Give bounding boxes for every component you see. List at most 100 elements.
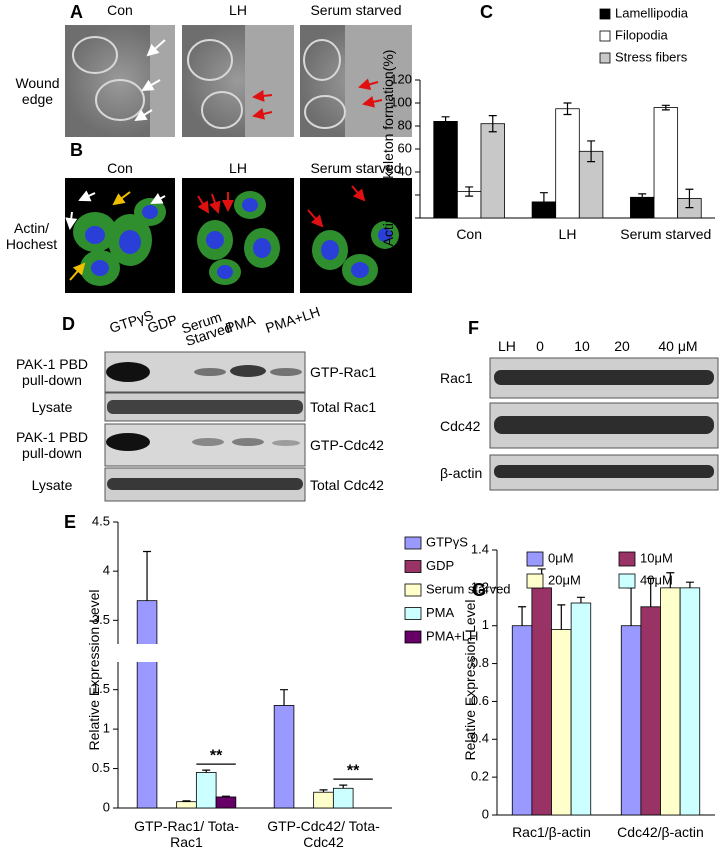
- bar: [433, 121, 458, 219]
- row-label-left: PAK-1 PBD pull-down: [15, 429, 89, 461]
- column-title: Con: [107, 160, 133, 176]
- blot-f: [489, 357, 719, 491]
- panel-label: A: [70, 2, 83, 22]
- column-title: Con: [107, 2, 133, 18]
- axis-break: [112, 644, 392, 662]
- lane-label: 10: [574, 338, 590, 354]
- legend-label: PMA+LH: [426, 628, 478, 643]
- x-tick-label: Rac1/β-actin: [512, 824, 591, 840]
- error-bar: [319, 789, 328, 793]
- legend-label: Serum starved: [426, 581, 511, 596]
- legend-swatch: [599, 52, 611, 64]
- bar: [136, 600, 158, 809]
- bar: [620, 625, 642, 816]
- legend-swatch: [599, 30, 611, 42]
- y-tick-label: 20: [398, 186, 412, 201]
- column-title: LH: [229, 160, 247, 176]
- error-bar: [557, 604, 566, 630]
- y-tick-label: 1: [482, 617, 489, 632]
- error-bar: [539, 192, 548, 212]
- row-label: Rac1: [440, 370, 473, 386]
- y-tick-label: 40: [398, 163, 412, 178]
- y-axis-label: Relative Expression Level: [86, 589, 102, 751]
- y-tick-label: 120: [390, 71, 412, 86]
- y-tick-label: 0.6: [471, 693, 489, 708]
- legend-label: 10μM: [640, 550, 673, 565]
- lane-label: 40 μM: [658, 338, 698, 354]
- y-tick-label: 1.2: [471, 579, 489, 594]
- error-bar: [685, 581, 694, 588]
- legend-label: GDP: [426, 558, 454, 573]
- column-title: Serum starved: [310, 160, 402, 176]
- x-tick-label: Cdc42/β-actin: [617, 824, 704, 840]
- legend-swatch: [618, 573, 636, 589]
- y-axis-label: Relative Expression Level: [462, 599, 478, 761]
- legend-label: 40μM: [640, 572, 673, 587]
- bar: [195, 772, 217, 809]
- legend-label: Stress fibers: [615, 49, 688, 64]
- legend-swatch: [526, 573, 544, 589]
- row-label: Actin/ Hochest: [5, 220, 58, 252]
- y-tick-label: 0.8: [471, 655, 489, 670]
- bar: [313, 791, 334, 809]
- x-tick-label: GTP-Cdc42/ Tota-Cdc42: [267, 818, 380, 850]
- error-bar: [339, 784, 348, 789]
- panel-label: D: [62, 314, 75, 334]
- error-bar: [661, 104, 670, 111]
- y-tick-label: 0: [103, 799, 110, 814]
- error-bar: [587, 140, 596, 163]
- legend-label: 20μM: [548, 572, 581, 587]
- error-bar: [576, 596, 585, 603]
- error-bar: [202, 769, 211, 773]
- x-tick-label: GTP-Rac1/ Tota-Rac1: [134, 818, 239, 850]
- bar: [332, 787, 354, 809]
- row-label: Cdc42: [440, 417, 481, 434]
- bar: [640, 606, 661, 816]
- micrographs-b: [65, 178, 412, 293]
- bar: [653, 107, 679, 219]
- error-bar: [143, 550, 152, 601]
- error-bar: [666, 572, 675, 588]
- y-tick-label: 80: [398, 117, 412, 132]
- legend-swatch: [404, 607, 422, 620]
- x-tick-label: LH: [558, 226, 577, 242]
- annotation: **: [347, 762, 360, 779]
- row-label: Wound edge: [15, 75, 60, 107]
- y-axis-label: Actin cytoskeleton formation(%): [380, 49, 396, 247]
- panel-label: E: [64, 512, 77, 532]
- row-label-left: Lysate: [31, 399, 73, 415]
- panel-label: F: [468, 318, 479, 338]
- lane-label: 20: [614, 338, 630, 354]
- y-tick-label: 100: [390, 94, 412, 109]
- legend-label: Lamellipodia: [615, 5, 689, 20]
- y-tick-label: 0.4: [471, 731, 489, 746]
- error-bar: [563, 102, 572, 116]
- y-tick-label: 0: [482, 806, 489, 821]
- error-bar: [627, 587, 636, 626]
- treatment-label: LH: [498, 338, 516, 354]
- bar: [176, 801, 197, 809]
- error-bar: [280, 689, 289, 706]
- blot-d: [104, 351, 306, 502]
- row-label-right: GTP-Cdc42: [310, 437, 384, 453]
- error-bar: [221, 795, 230, 797]
- legend-swatch: [526, 551, 544, 567]
- y-tick-label: 4: [103, 563, 110, 578]
- x-tick-label: Serum starved: [620, 226, 712, 242]
- y-tick-label: 1: [103, 721, 110, 736]
- bar: [660, 587, 681, 816]
- y-tick-label: 1.5: [92, 681, 110, 696]
- legend-label: GTPγS: [426, 534, 468, 549]
- row-label-right: GTP-Rac1: [310, 364, 377, 380]
- y-tick-label: 3.5: [92, 612, 110, 627]
- legend-swatch: [404, 560, 422, 573]
- error-bar: [685, 188, 694, 209]
- error-bar: [488, 115, 497, 133]
- error-bar: [465, 186, 474, 197]
- y-tick-label: 0: [405, 209, 412, 224]
- panel-label: C: [480, 2, 493, 22]
- x-tick-label: Con: [456, 226, 482, 242]
- column-title: Serum starved: [310, 2, 402, 18]
- bar: [531, 587, 552, 816]
